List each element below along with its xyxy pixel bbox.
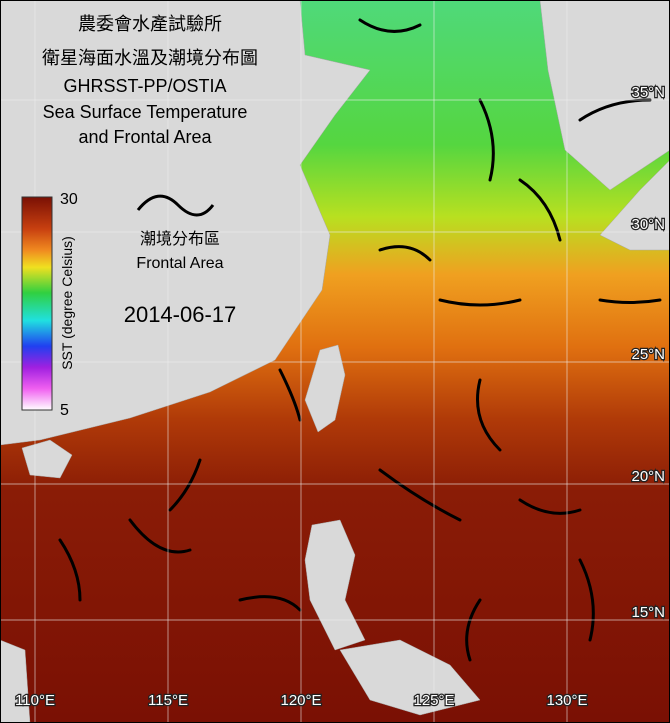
latitude-label: 20°N — [631, 468, 665, 485]
front-legend-en: Frontal Area — [136, 255, 223, 272]
longitude-label: 130°E — [546, 692, 587, 709]
title-line: 農委會水產試驗所 — [78, 14, 222, 34]
latitude-label: 25°N — [631, 346, 665, 363]
front-legend-zh: 潮境分布區 — [140, 229, 220, 248]
date: 2014-06-17 — [124, 302, 237, 327]
title-line: GHRSST-PP/OSTIA — [63, 76, 226, 96]
colorbar-min: 5 — [60, 402, 69, 419]
title-line: Sea Surface Temperature — [43, 102, 248, 122]
latitude-label: 35°N — [631, 84, 665, 101]
longitude-label: 125°E — [413, 692, 454, 709]
title-line: 衛星海面水溫及潮境分布圖 — [42, 48, 258, 68]
longitude-label: 110°E — [15, 692, 55, 709]
colorbar-max: 30 — [60, 191, 78, 208]
fronts — [58, 18, 662, 662]
front-legend-symbol — [136, 194, 215, 217]
latitude-label: 15°N — [631, 604, 665, 621]
longitude-label: 115°E — [148, 692, 188, 709]
colorbar — [21, 196, 53, 411]
latitude-label: 30°N — [631, 216, 665, 233]
title-line: and Frontal Area — [78, 127, 212, 147]
longitude-label: 120°E — [280, 692, 321, 709]
colorbar-label: SST (degree Celsius) — [59, 236, 75, 370]
